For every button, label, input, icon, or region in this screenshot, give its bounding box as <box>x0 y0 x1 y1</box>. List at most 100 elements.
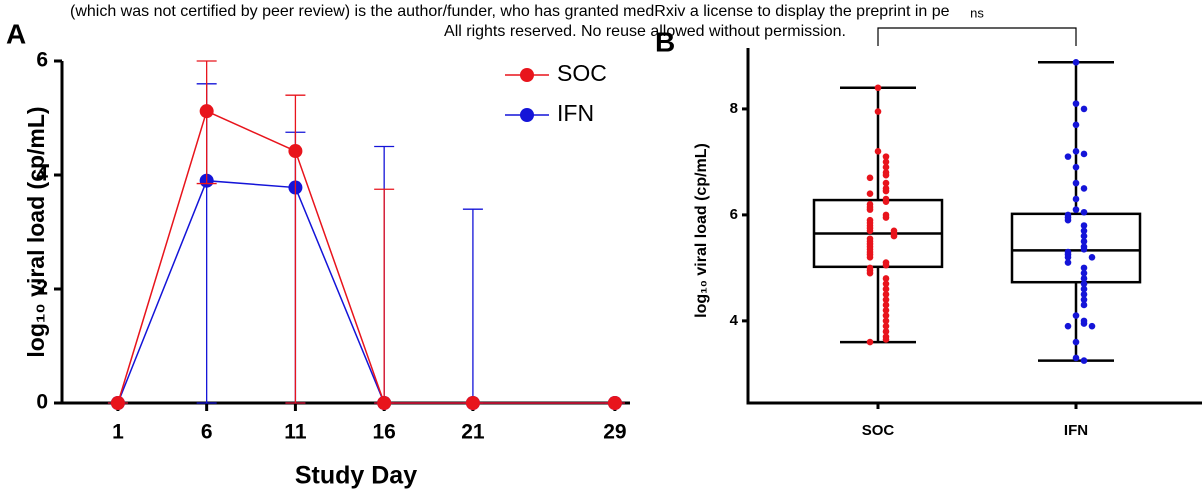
point <box>882 317 890 325</box>
point <box>874 108 882 115</box>
x-tick-label: 16 <box>372 421 395 444</box>
point <box>1072 100 1080 107</box>
series-line <box>117 110 615 404</box>
x-tick-label: SOC <box>862 422 895 439</box>
y-tick-label: 6 <box>36 49 48 72</box>
point <box>1072 121 1080 129</box>
point <box>1080 269 1088 277</box>
point <box>1072 59 1080 66</box>
point <box>1080 285 1088 293</box>
point <box>866 190 874 198</box>
panel-label: B <box>655 26 675 57</box>
point <box>1080 150 1088 158</box>
whisker <box>1038 282 1114 362</box>
point <box>1080 232 1088 240</box>
point <box>1080 264 1088 272</box>
point <box>1064 259 1072 266</box>
point <box>199 104 214 119</box>
point <box>874 148 882 155</box>
point <box>882 291 890 298</box>
point <box>882 153 890 160</box>
error-bar <box>196 60 217 185</box>
point <box>882 280 890 288</box>
point <box>882 163 890 171</box>
point <box>1064 153 1072 160</box>
legend-label: SOC <box>557 60 607 86</box>
y-tick-label: 4 <box>730 312 739 329</box>
point <box>882 214 890 221</box>
y-tick-label: 2 <box>36 277 48 300</box>
x-tick-label: 1 <box>112 421 124 444</box>
significance-bracket <box>877 27 1077 46</box>
point <box>882 336 890 343</box>
point <box>110 396 125 410</box>
point <box>1072 338 1080 346</box>
point <box>1080 275 1088 282</box>
y-axis-label: log₁₀ viral load (cp/mL) <box>693 143 710 318</box>
point <box>607 396 622 410</box>
legend-marker <box>520 68 534 82</box>
series-line <box>117 179 615 404</box>
point <box>1080 208 1088 216</box>
point <box>1072 179 1080 187</box>
point <box>1064 322 1072 330</box>
point <box>1080 291 1088 298</box>
error-bar <box>462 208 483 404</box>
point <box>882 328 890 335</box>
point <box>882 158 890 166</box>
point <box>882 322 890 330</box>
point <box>1080 357 1088 364</box>
point <box>1064 253 1072 261</box>
point <box>866 253 874 261</box>
point <box>1080 301 1088 309</box>
point <box>1080 227 1088 235</box>
point <box>288 144 303 159</box>
point <box>882 285 890 293</box>
panel-label: A <box>6 18 26 49</box>
point <box>377 396 392 410</box>
header-line: All rights reserved. No reuse allowed wi… <box>444 23 846 40</box>
point <box>890 232 898 240</box>
point <box>1088 322 1096 330</box>
legend-marker <box>520 108 534 122</box>
point <box>1072 195 1080 203</box>
box <box>1010 212 1142 284</box>
point <box>1088 253 1096 261</box>
point <box>866 174 874 182</box>
legend-label: IFN <box>557 100 594 126</box>
point <box>882 179 890 187</box>
point <box>874 84 882 92</box>
x-tick-label: 29 <box>603 421 626 444</box>
point <box>882 261 890 269</box>
header-line: (which was not certified by peer review)… <box>70 3 950 20</box>
point <box>882 301 890 309</box>
point <box>882 198 890 205</box>
point <box>882 187 890 195</box>
point <box>882 312 890 319</box>
point <box>1072 163 1080 171</box>
point <box>866 227 874 235</box>
point <box>1072 312 1080 319</box>
whisker <box>840 266 916 344</box>
point <box>1072 354 1080 362</box>
point <box>1080 238 1088 245</box>
point <box>882 171 890 179</box>
point <box>465 396 480 410</box>
point <box>1080 246 1088 253</box>
x-tick-label: 6 <box>201 421 213 444</box>
y-tick-label: 8 <box>730 100 738 117</box>
y-tick-label: 4 <box>36 163 48 186</box>
error-bar <box>285 94 306 404</box>
point <box>1072 148 1080 155</box>
whisker <box>1038 61 1114 214</box>
point <box>866 338 874 346</box>
point <box>1064 216 1072 224</box>
error-bar <box>374 188 395 404</box>
x-tick-label: 21 <box>461 421 485 444</box>
whisker <box>840 86 916 201</box>
point <box>866 269 874 277</box>
x-tick-label: IFN <box>1064 422 1088 439</box>
x-tick-label: 11 <box>284 421 307 444</box>
point <box>882 275 890 282</box>
